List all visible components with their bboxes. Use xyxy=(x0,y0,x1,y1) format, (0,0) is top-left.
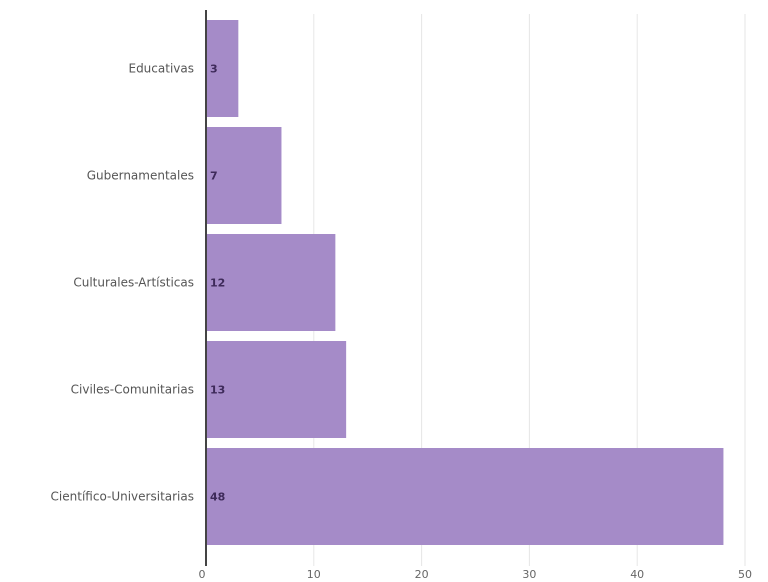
data-label: 3 xyxy=(210,63,218,76)
data-labels: 3 7 12 13 48 xyxy=(210,63,225,504)
x-tick-label: 0 xyxy=(199,568,206,581)
x-tick-labels: 0 10 20 30 40 50 xyxy=(199,568,753,581)
x-tick-label: 30 xyxy=(522,568,536,581)
bar xyxy=(206,341,347,438)
data-label: 13 xyxy=(210,384,225,397)
data-label: 7 xyxy=(210,170,218,183)
x-tick-label: 50 xyxy=(738,568,752,581)
category-label: Educativas xyxy=(128,62,194,76)
category-label: Civiles-Comunitarias xyxy=(71,383,194,397)
category-label: Científico-Universitarias xyxy=(51,490,194,504)
x-tick-label: 10 xyxy=(307,568,321,581)
bars xyxy=(206,20,724,545)
bar xyxy=(206,127,282,224)
bar xyxy=(206,234,336,331)
bar xyxy=(206,448,724,545)
data-label: 12 xyxy=(210,277,225,290)
category-labels: Educativas Gubernamentales Culturales-Artí… xyxy=(51,62,194,504)
bar xyxy=(206,20,239,117)
data-label: 48 xyxy=(210,491,225,504)
category-label: Culturales-Artísticas xyxy=(73,276,194,290)
x-tick-label: 20 xyxy=(415,568,429,581)
category-label: Gubernamentales xyxy=(87,169,194,183)
x-tick-label: 40 xyxy=(630,568,644,581)
